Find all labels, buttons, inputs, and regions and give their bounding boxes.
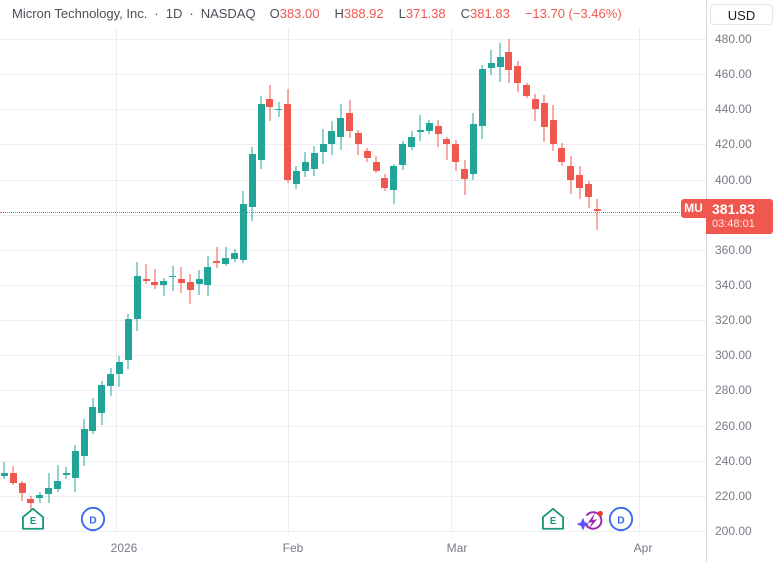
svg-text:E: E — [550, 516, 557, 527]
svg-text:D: D — [617, 515, 624, 526]
svg-text:E: E — [30, 516, 37, 527]
svg-text:D: D — [89, 515, 96, 526]
